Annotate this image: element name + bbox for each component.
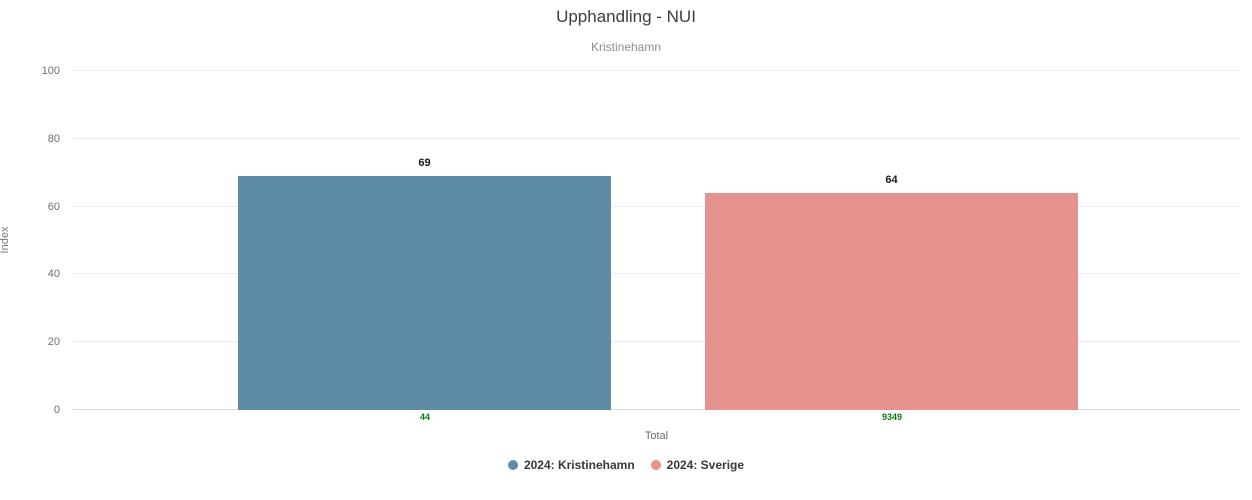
gridline bbox=[73, 273, 1240, 275]
gridline bbox=[73, 70, 1240, 71]
gridline bbox=[73, 205, 1240, 207]
y-tick-label: 20 bbox=[47, 336, 60, 349]
legend-marker-kristinehamn-icon bbox=[507, 460, 518, 470]
legend-label: 2024: Sverige bbox=[666, 458, 745, 472]
chart-title: Upphandling - NUI bbox=[556, 7, 696, 26]
y-tick-label: 0 bbox=[53, 404, 60, 416]
y-tick-label: 60 bbox=[47, 200, 60, 213]
bar-value-label: 64 bbox=[885, 174, 898, 187]
sample-size-sverige: 9349 bbox=[881, 412, 903, 422]
bar-2024-kristinehamn[interactable]: 69 bbox=[238, 71, 611, 410]
plot-area: 69 64 bbox=[73, 70, 1240, 410]
legend-label: 2024: Kristinehamn bbox=[523, 458, 635, 472]
bar-value-label: 69 bbox=[418, 157, 431, 170]
gridline bbox=[73, 409, 1240, 410]
y-tick-label: 100 bbox=[41, 65, 60, 77]
x-axis-label: Total bbox=[644, 430, 669, 442]
gridline bbox=[73, 137, 1240, 139]
bar-rect-kristinehamn bbox=[238, 176, 611, 410]
gridline bbox=[73, 341, 1240, 343]
legend: 2024: Kristinehamn 2024: Sverige bbox=[0, 458, 1252, 472]
y-axis-ticks: 0 20 40 60 80 100 bbox=[0, 65, 60, 416]
bar-rect-sverige bbox=[705, 193, 1078, 410]
legend-marker-sverige-icon bbox=[650, 460, 661, 470]
sample-size-kristinehamn: 44 bbox=[419, 412, 430, 422]
bar-2024-sverige[interactable]: 64 bbox=[705, 71, 1078, 410]
y-tick-label: 80 bbox=[47, 132, 60, 145]
chart-subtitle: Kristinehamn bbox=[590, 40, 662, 54]
y-tick-label: 40 bbox=[47, 268, 60, 281]
legend-item-sverige[interactable]: 2024: Sverige bbox=[650, 458, 745, 472]
legend-item-kristinehamn[interactable]: 2024: Kristinehamn bbox=[507, 458, 635, 472]
